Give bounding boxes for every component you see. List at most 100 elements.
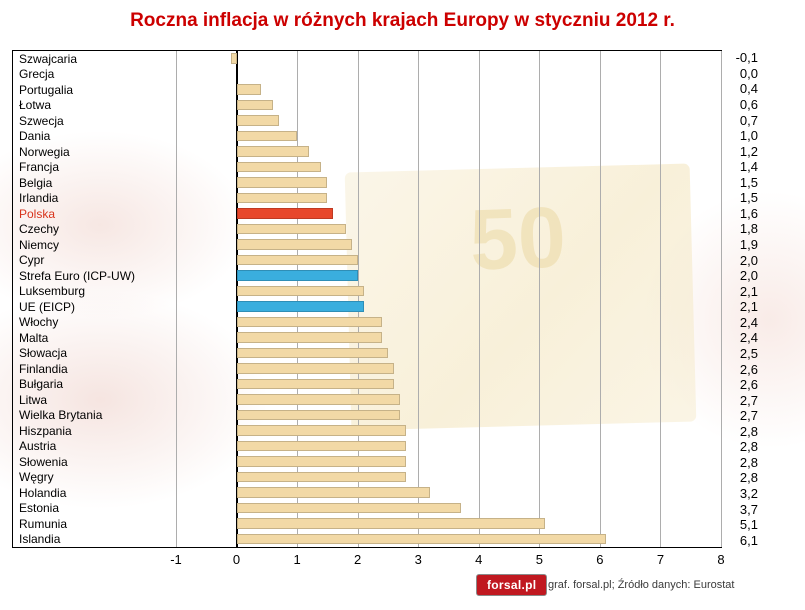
chart-rows: Szwajcaria Grecja Portugalia Łotwa Szwecja Da… (13, 51, 721, 547)
bar-malta (236, 332, 382, 343)
value-label: 2,8 (739, 454, 758, 470)
country-label: Finlandia (19, 361, 68, 376)
bar-s-owacja (236, 347, 388, 358)
chart-title: Roczna inflacja w różnych krajach Europy… (130, 10, 675, 31)
value-label: 3,7 (739, 501, 758, 517)
bar-szwecja (236, 115, 279, 126)
country-label: Islandia (19, 532, 61, 547)
bar-francja (236, 161, 322, 172)
chart-row: Niemcy (13, 237, 721, 253)
chart-row: Łotwa (13, 98, 721, 114)
country-label: Holandia (19, 485, 67, 500)
bar-islandia (236, 533, 606, 544)
bar-holandia (236, 487, 431, 498)
country-label: Norwegia (19, 144, 70, 159)
value-label: 1,5 (739, 190, 758, 206)
bar-litwa (236, 394, 401, 405)
country-label: Francja (19, 160, 60, 175)
value-label: 2,0 (739, 252, 758, 268)
chart-row: Wielka Brytania (13, 408, 721, 424)
country-label: Włochy (19, 315, 59, 330)
country-label: Czechy (19, 222, 60, 237)
source-credit: graf. forsal.pl; Źródło danych: Eurostat (548, 579, 735, 591)
country-label: Bułgaria (19, 377, 64, 392)
bar-estonia (236, 502, 461, 513)
value-label: 2,4 (739, 330, 758, 346)
bar-polska (236, 208, 334, 219)
bar-bu-garia (236, 378, 394, 389)
country-label: Szwecja (19, 113, 64, 128)
bar-norwegia (236, 146, 310, 157)
bar--otwa (236, 99, 273, 110)
bar-czechy (236, 223, 346, 234)
value-label: 1,6 (739, 205, 758, 221)
value-label: 2,8 (739, 470, 758, 486)
chart-row: Estonia (13, 501, 721, 517)
chart-row: Finlandia (13, 361, 721, 377)
x-tick-label: 5 (535, 552, 543, 567)
value-label: 5,1 (739, 517, 758, 533)
chart-row: Rumunia (13, 516, 721, 532)
chart-row: Szwecja (13, 113, 721, 129)
chart-row: Węgry (13, 470, 721, 486)
value-label: 1,4 (739, 159, 758, 175)
chart-row: Belgia (13, 175, 721, 191)
value-label: 1,9 (739, 237, 758, 253)
bar-irlandia (236, 192, 328, 203)
bar-w-gry (236, 471, 407, 482)
country-label: UE (EICP) (19, 299, 76, 314)
bar-strefa-euro-icp-uw- (236, 270, 358, 281)
country-label: Węgry (19, 470, 54, 485)
country-label: Słowenia (19, 454, 68, 469)
x-tick-label: 4 (475, 552, 483, 567)
value-label: 0,7 (739, 112, 758, 128)
value-label: 3,2 (739, 486, 758, 502)
bar-austria (236, 440, 407, 451)
country-label: Szwajcaria (19, 51, 78, 66)
country-label: Hiszpania (19, 423, 72, 438)
value-label: 1,2 (739, 143, 758, 159)
value-label: 0,0 (739, 65, 758, 81)
value-label: 2,0 (739, 268, 758, 284)
footer: forsal.pl graf. forsal.pl; Źródło danych… (0, 572, 805, 602)
chart-row: Litwa (13, 392, 721, 408)
country-label: Dania (19, 129, 51, 144)
value-label: 2,6 (739, 377, 758, 393)
gridline (721, 51, 722, 547)
value-label: 2,7 (739, 392, 758, 408)
country-label: Luksemburg (19, 284, 86, 299)
chart-frame: Szwajcaria Grecja Portugalia Łotwa Szwecja Da… (12, 50, 722, 548)
bar-hiszpania (236, 425, 407, 436)
country-label: Grecja (19, 67, 55, 82)
chart-row: Holandia (13, 485, 721, 501)
chart-row: Strefa Euro (ICP-UW) (13, 268, 721, 284)
value-label: 2,5 (739, 345, 758, 361)
x-tick-label: 0 (232, 552, 241, 567)
chart-row: Austria (13, 439, 721, 455)
bar-rumunia (236, 518, 546, 529)
chart-row: Hiszpania (13, 423, 721, 439)
country-label: Słowacja (19, 346, 68, 361)
country-label: Belgia (19, 175, 53, 190)
x-tick-label: 1 (293, 552, 301, 567)
country-label: Niemcy (19, 237, 60, 252)
bar-szwajcaria (230, 53, 237, 64)
country-label: Austria (19, 439, 57, 454)
chart-row: Włochy (13, 315, 721, 331)
bar-luksemburg (236, 285, 364, 296)
country-label: Wielka Brytania (19, 408, 103, 423)
country-label: Irlandia (19, 191, 59, 206)
value-labels: -0,1 0,0 0,4 0,6 0,7 1,0 1,2 1,4 1,5 1,5 1,6 1,8 1,9… (724, 50, 760, 548)
value-label: 2,1 (739, 299, 758, 315)
value-label: 0,6 (739, 96, 758, 112)
x-tick-label: 3 (414, 552, 422, 567)
x-tick-label: 2 (354, 552, 362, 567)
value-label: -0,1 (735, 50, 758, 66)
chart-row: Czechy (13, 222, 721, 238)
bar-wielka-brytania (236, 409, 401, 420)
country-label: Portugalia (19, 82, 74, 97)
country-label: Strefa Euro (ICP-UW) (19, 268, 136, 283)
country-label: Rumunia (19, 516, 68, 531)
forsal-logo: forsal.pl (476, 574, 548, 596)
bar-belgia (236, 177, 328, 188)
